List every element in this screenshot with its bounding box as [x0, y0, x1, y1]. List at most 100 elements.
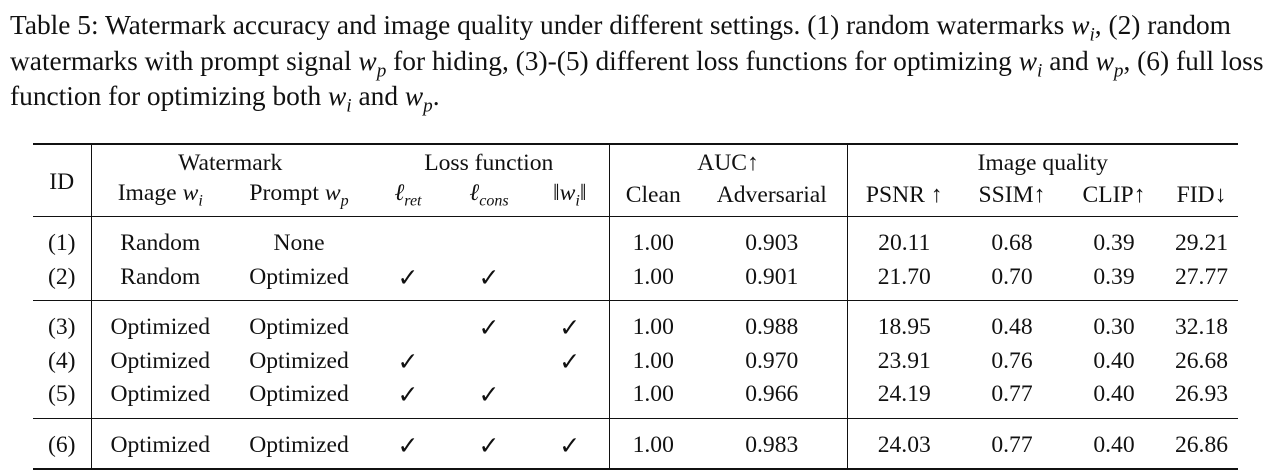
- caption-text: Table 5: Watermark accuracy and image qu…: [10, 10, 1065, 40]
- check-icon: ✓: [397, 262, 419, 292]
- cell-l-cons: [447, 345, 531, 379]
- header-loss-function: Loss function: [369, 144, 610, 178]
- cell-id: (5): [33, 378, 92, 418]
- cell-adversarial: 0.983: [697, 418, 848, 469]
- header-row-groups: ID Watermark Loss function AUC↑ Image qu…: [33, 144, 1238, 217]
- cell-clip: 0.40: [1093, 431, 1135, 458]
- math-w-p: wp: [358, 45, 387, 81]
- math-w-i: wi: [328, 81, 352, 117]
- cell-clean: 1.00: [632, 431, 674, 458]
- cell-l-ret: [369, 217, 447, 261]
- math-w-p: wp: [1095, 45, 1124, 81]
- header-clip: CLIP↑: [1082, 181, 1146, 208]
- table-row: (4) Optimized Optimized ✓ ✓ 1.00 0.970 2…: [33, 344, 1238, 379]
- header-adversarial: Adversarial: [697, 178, 848, 217]
- table-row: (5) Optimized Optimized ✓ ✓ 1.00 0.966 2…: [33, 378, 1238, 418]
- caption-text: for hiding, (3)-(5) different loss funct…: [393, 45, 1012, 76]
- cell-id: (4): [33, 344, 92, 378]
- cell-id: (6): [33, 418, 92, 469]
- cell-clip: 0.30: [1093, 314, 1135, 341]
- cell-id: (3): [33, 300, 92, 345]
- cell-image: Optimized: [110, 347, 211, 374]
- math-w-p: wp: [404, 81, 433, 117]
- header-clean: Clean: [625, 181, 681, 208]
- cell-fid: 29.21: [1174, 230, 1229, 257]
- cell-clip: 0.40: [1093, 347, 1135, 374]
- check-icon: ✓: [397, 430, 419, 460]
- caption-text: , (2) random watermarks with prompt sign…: [10, 10, 1231, 76]
- cell-clip: 0.40: [1093, 381, 1135, 408]
- header-row-columns: Image wi Prompt wp ℓret ℓcons ‖wi‖ Clean…: [33, 178, 1238, 217]
- check-icon: ✓: [478, 313, 500, 343]
- caption-text: , (6) full loss function for optimizing …: [10, 45, 1264, 112]
- cell-ssim: 0.77: [991, 381, 1033, 408]
- cell-psnr: 18.95: [877, 314, 931, 341]
- header-prompt: Prompt wp: [249, 179, 349, 210]
- cell-image: Random: [120, 263, 201, 290]
- cell-clip: 0.39: [1093, 263, 1135, 290]
- header-l-cons: ℓcons: [469, 179, 509, 210]
- cell-clean: 1.00: [632, 230, 674, 257]
- cell-psnr: 23.91: [877, 347, 931, 374]
- cell-psnr: 24.03: [877, 431, 931, 458]
- caption-text: and: [1049, 45, 1089, 76]
- cell-adversarial: 0.901: [697, 260, 848, 301]
- cell-norm: [531, 260, 610, 301]
- table-row: (1) Random None 1.00 0.903 20.11 0.68 0.…: [33, 216, 1238, 261]
- cell-psnr: 21.70: [877, 263, 931, 290]
- cell-adversarial: 0.970: [697, 344, 848, 378]
- results-table: ID Watermark Loss function AUC↑ Image qu…: [33, 143, 1238, 470]
- cell-l-ret: [369, 301, 447, 345]
- cell-ssim: 0.76: [991, 347, 1033, 374]
- cell-clean: 1.00: [632, 381, 674, 408]
- check-icon: ✓: [531, 418, 610, 469]
- cell-fid: 26.93: [1174, 381, 1229, 408]
- cell-image: Random: [120, 230, 201, 257]
- cell-prompt: None: [273, 230, 325, 257]
- check-icon: ✓: [478, 430, 500, 460]
- table-caption: Table 5: Watermark accuracy and image qu…: [10, 10, 1264, 117]
- header-norm-w-i: ‖wi‖: [531, 178, 610, 217]
- header-auc: AUC↑: [609, 144, 848, 178]
- cell-ssim: 0.70: [991, 263, 1033, 290]
- table-row: (2) Random Optimized ✓ ✓ 1.00 0.901 21.7…: [33, 260, 1238, 301]
- check-icon: ✓: [397, 346, 419, 376]
- header-id: ID: [33, 144, 92, 217]
- caption-text: and: [358, 81, 399, 111]
- cell-image: Optimized: [110, 381, 211, 408]
- cell-clean: 1.00: [632, 314, 674, 341]
- header-watermark: Watermark: [178, 149, 283, 176]
- cell-fid: 26.86: [1174, 431, 1229, 458]
- cell-clean: 1.00: [632, 347, 674, 374]
- cell-prompt: Optimized: [249, 381, 349, 408]
- cell-image: Optimized: [110, 314, 211, 341]
- header-fid: FID↓: [1176, 181, 1227, 208]
- cell-adversarial: 0.966: [697, 378, 848, 418]
- table-row: (3) Optimized Optimized ✓ ✓ 1.00 0.988 1…: [33, 300, 1238, 345]
- cell-fid: 26.68: [1174, 347, 1229, 374]
- cell-ssim: 0.77: [991, 431, 1033, 458]
- header-ssim: SSIM↑: [978, 181, 1046, 208]
- cell-ssim: 0.48: [991, 314, 1033, 341]
- check-icon: ✓: [478, 262, 500, 292]
- cell-clean: 1.00: [632, 263, 674, 290]
- cell-clip: 0.39: [1093, 230, 1135, 257]
- cell-fid: 32.18: [1174, 314, 1229, 341]
- cell-adversarial: 0.903: [697, 216, 848, 261]
- check-icon: ✓: [531, 300, 610, 345]
- cell-fid: 27.77: [1174, 263, 1229, 290]
- cell-prompt: Optimized: [249, 263, 349, 290]
- cell-norm: [531, 378, 610, 418]
- math-w-i: wi: [1018, 45, 1043, 81]
- check-icon: ✓: [478, 380, 500, 410]
- math-w-i: wi: [1071, 10, 1095, 46]
- cell-adversarial: 0.988: [697, 300, 848, 345]
- cell-l-cons: [447, 217, 531, 261]
- cell-id: (2): [33, 260, 92, 301]
- cell-psnr: 20.11: [878, 230, 931, 257]
- check-icon: ✓: [397, 380, 419, 410]
- cell-prompt: Optimized: [249, 347, 349, 374]
- header-psnr: PSNR ↑: [865, 181, 943, 208]
- check-icon: ✓: [531, 344, 610, 378]
- cell-image: Optimized: [110, 431, 211, 458]
